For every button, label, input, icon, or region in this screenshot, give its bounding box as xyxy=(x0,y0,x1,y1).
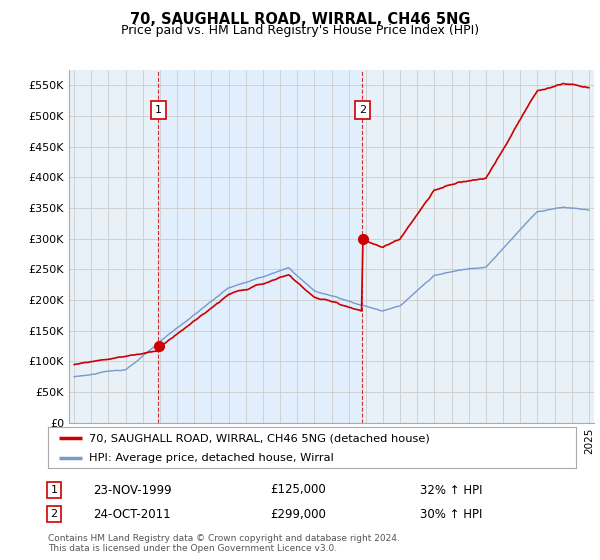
Text: Price paid vs. HM Land Registry's House Price Index (HPI): Price paid vs. HM Land Registry's House … xyxy=(121,24,479,38)
Text: 1: 1 xyxy=(155,105,162,115)
Text: 70, SAUGHALL ROAD, WIRRAL, CH46 5NG: 70, SAUGHALL ROAD, WIRRAL, CH46 5NG xyxy=(130,12,470,27)
Text: £299,000: £299,000 xyxy=(270,507,326,521)
Text: 2: 2 xyxy=(359,105,366,115)
Text: 70, SAUGHALL ROAD, WIRRAL, CH46 5NG (detached house): 70, SAUGHALL ROAD, WIRRAL, CH46 5NG (det… xyxy=(89,433,430,443)
Text: 2: 2 xyxy=(50,509,58,519)
Text: Contains HM Land Registry data © Crown copyright and database right 2024.
This d: Contains HM Land Registry data © Crown c… xyxy=(48,534,400,553)
Text: 32% ↑ HPI: 32% ↑ HPI xyxy=(420,483,482,497)
Text: 23-NOV-1999: 23-NOV-1999 xyxy=(93,483,172,497)
Text: 24-OCT-2011: 24-OCT-2011 xyxy=(93,507,170,521)
Text: £125,000: £125,000 xyxy=(270,483,326,497)
Text: HPI: Average price, detached house, Wirral: HPI: Average price, detached house, Wirr… xyxy=(89,452,334,463)
Text: 1: 1 xyxy=(50,485,58,495)
Bar xyxy=(158,70,362,423)
Text: 30% ↑ HPI: 30% ↑ HPI xyxy=(420,507,482,521)
